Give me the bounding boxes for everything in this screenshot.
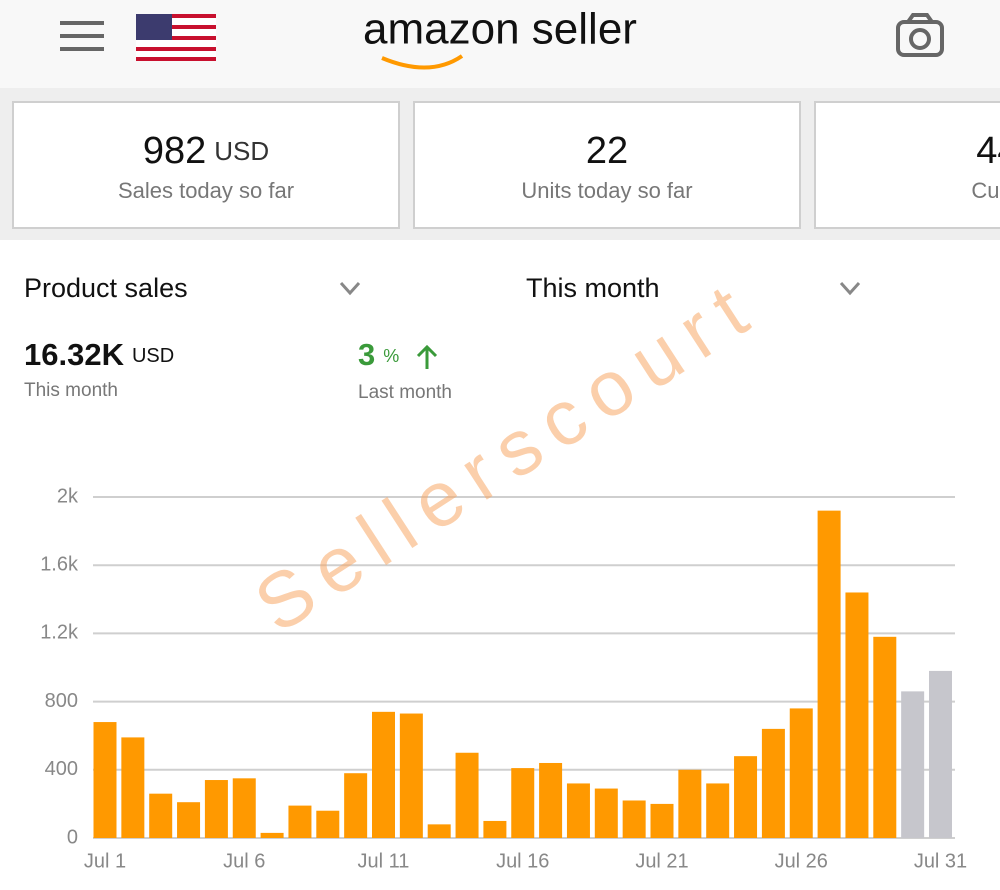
bar (650, 803, 674, 838)
bar (817, 510, 841, 838)
bar (901, 691, 925, 838)
stat-card: 22 Units today so far (413, 101, 801, 229)
card-unit: USD (214, 136, 269, 166)
y-tick-label: 2k (57, 485, 79, 507)
up-arrow (416, 344, 438, 369)
bar (734, 756, 758, 838)
y-tick-label: 800 (45, 690, 78, 712)
y-tick-label: 1.6k (40, 553, 79, 575)
bar (204, 780, 228, 838)
bar (288, 805, 312, 838)
change-value: 3 (358, 337, 375, 372)
total-value: 16.32K (24, 337, 125, 372)
change-unit: % (383, 346, 399, 366)
bar (260, 832, 284, 838)
stat-card: 982 USD Sales today so far (12, 101, 400, 229)
bar (678, 769, 702, 838)
flag[interactable] (136, 14, 216, 61)
card-number: 22 (586, 130, 628, 172)
camera-button[interactable] (896, 13, 944, 57)
card-box (413, 101, 801, 229)
bar (344, 773, 368, 838)
logo-smile (381, 54, 464, 70)
bar (232, 778, 256, 838)
logo: amazon seller (363, 5, 637, 54)
card-value: 22 (586, 130, 628, 172)
card-value: 440 (976, 130, 1000, 172)
card-box (814, 101, 1000, 229)
x-tick-label: Jul 6 (223, 850, 265, 872)
bar (511, 768, 535, 838)
bar (121, 737, 145, 838)
x-tick-label: Jul 16 (496, 850, 549, 872)
total: 16.32K USD (24, 337, 174, 372)
bar (316, 810, 340, 838)
bar (149, 793, 173, 838)
bar (789, 708, 813, 838)
bar (929, 670, 952, 838)
change-label: Last month (358, 382, 452, 403)
bar (706, 783, 730, 838)
bar (594, 788, 618, 838)
card-content: 22 Units today so far (521, 130, 692, 203)
card-content: 982 USD Sales today so far (118, 130, 294, 203)
card-label: Sales today so far (118, 178, 294, 203)
card-label: Units today so far (521, 178, 692, 203)
card-number: 982 (143, 130, 206, 172)
chevron (339, 281, 361, 296)
y-tick-label: 1.2k (40, 622, 79, 644)
bar (622, 800, 646, 838)
stat-card: 440 Current (814, 101, 1000, 229)
x-tick-label: Jul 21 (635, 850, 688, 872)
bar (93, 722, 117, 838)
bar (873, 636, 897, 838)
bar (399, 713, 423, 838)
menu-button[interactable] (60, 21, 104, 51)
bar (427, 824, 451, 838)
x-tick-label: Jul 11 (358, 850, 410, 872)
bar (539, 762, 563, 838)
bar (177, 802, 201, 838)
card-value: 982 USD (143, 130, 269, 172)
chevron (839, 281, 861, 296)
bar (455, 752, 479, 838)
metric-select[interactable]: Product sales (24, 273, 188, 303)
y-tick-label: 400 (45, 758, 78, 780)
total-unit: USD (132, 345, 174, 367)
bar (761, 728, 785, 838)
card-label: Current (971, 178, 1000, 203)
bar (372, 711, 395, 838)
x-tick-label: Jul 26 (775, 850, 828, 872)
x-tick-label: Jul 1 (84, 850, 126, 872)
card-box (12, 101, 400, 229)
bar (483, 820, 507, 838)
total-label: This month (24, 380, 118, 401)
card-number: 440 (976, 130, 1000, 172)
change: 3% (358, 337, 399, 372)
y-tick-label: 0 (67, 826, 78, 848)
x-tick-label: Jul 31 (914, 850, 967, 872)
period-select[interactable]: This month (526, 273, 660, 303)
bar (845, 592, 869, 838)
bar (566, 783, 590, 838)
card-content: 440 Current (971, 130, 1000, 203)
